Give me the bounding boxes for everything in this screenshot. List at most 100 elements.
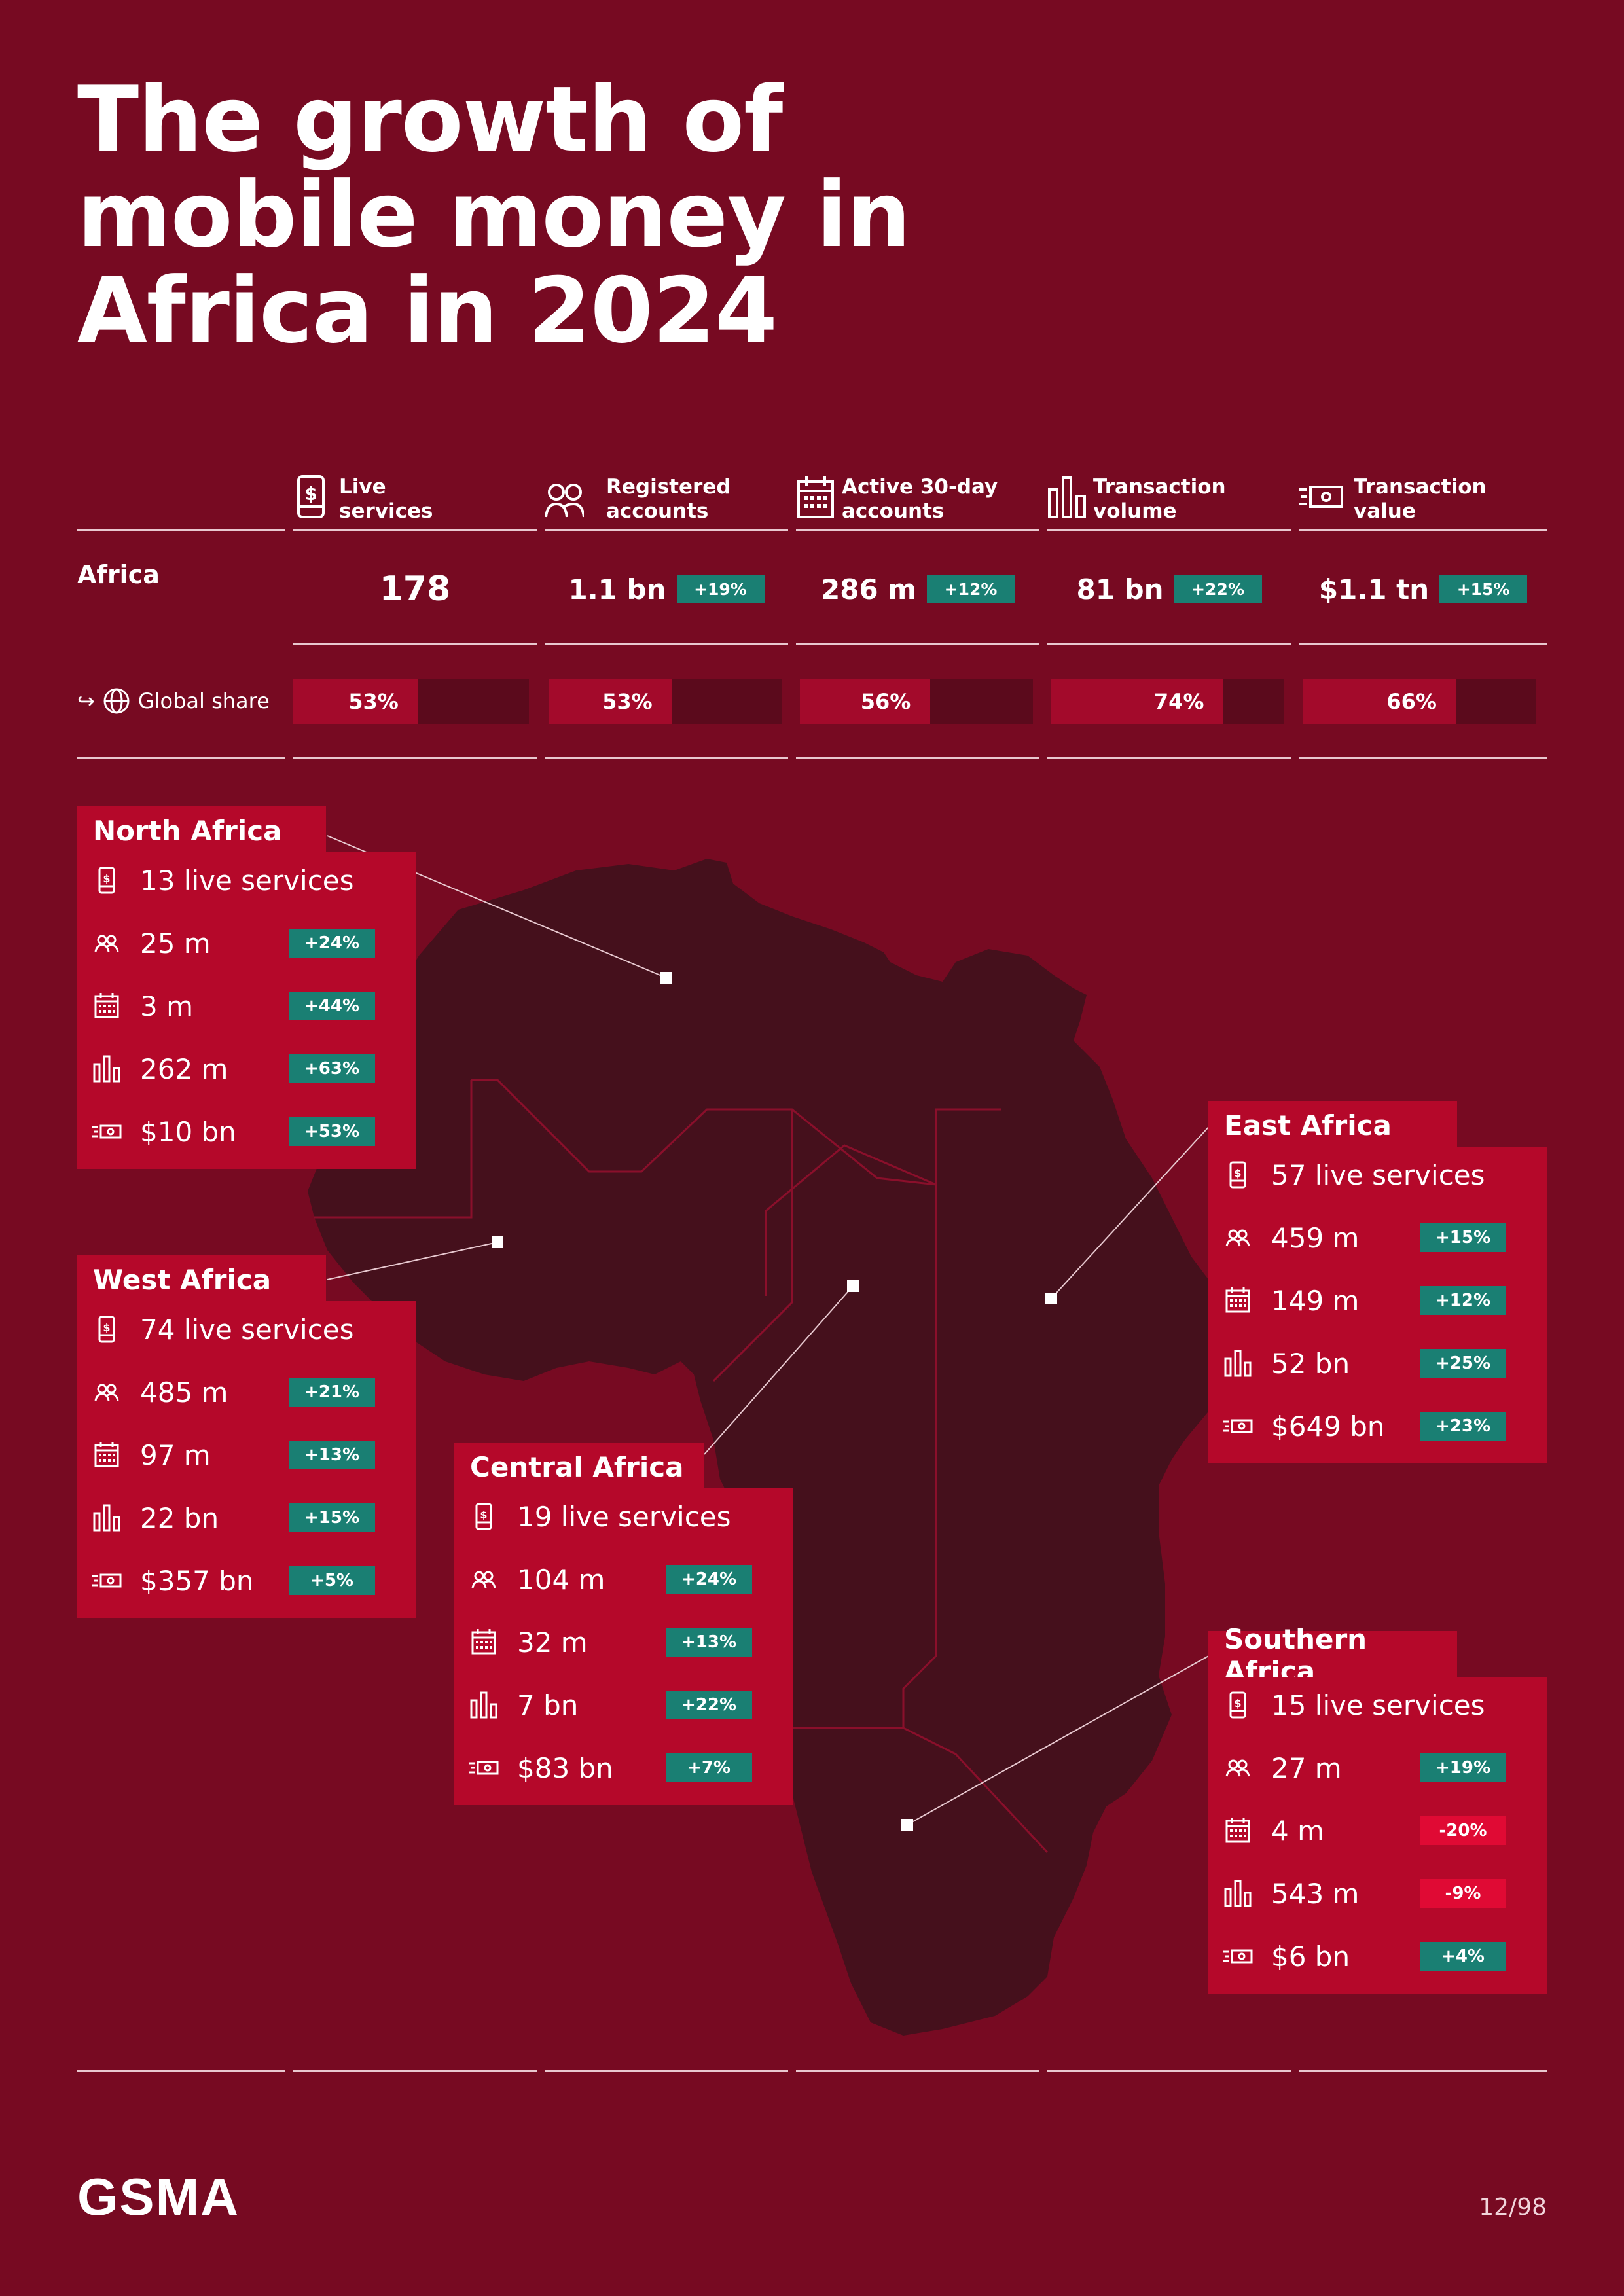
metric-value: $1.1 tn <box>1318 573 1430 605</box>
africa-transaction-volume: 81 bn +22% <box>1047 568 1291 610</box>
transaction-value-row: $10 bn +53% <box>77 1109 416 1155</box>
change-badge: -9% <box>1420 1879 1506 1908</box>
change-badge: +22% <box>1174 575 1262 603</box>
registered-accounts-value: 104 m <box>517 1563 605 1596</box>
divider <box>545 2070 788 2072</box>
region-point-southern <box>901 1819 913 1831</box>
change-badge: +5% <box>289 1566 375 1595</box>
change-badge: +12% <box>1420 1286 1506 1315</box>
svg-text:$: $ <box>1234 1167 1241 1179</box>
transaction-volume-row: 22 bn +15% <box>77 1495 416 1541</box>
transaction-value-row: $357 bn +5% <box>77 1558 416 1604</box>
gsma-logo: GSMA <box>77 2174 240 2221</box>
divider <box>796 2070 1039 2072</box>
svg-text:GSMA: GSMA <box>77 2174 240 2221</box>
live-services-row: $ 74 live services <box>77 1306 416 1352</box>
live-services-value: 57 live services <box>1271 1158 1485 1191</box>
divider <box>545 529 788 531</box>
divider <box>545 757 788 759</box>
cash-icon <box>92 1124 122 1139</box>
change-badge: +63% <box>289 1054 375 1083</box>
calendar-icon <box>94 1442 119 1467</box>
users-icon <box>545 484 584 518</box>
cash-icon <box>469 1761 499 1775</box>
column-header-transaction-volume: Transaction volume <box>1047 473 1291 533</box>
change-badge: +7% <box>666 1753 752 1782</box>
region-card-north-africa: North Africa $ 13 live services 25 m +24… <box>77 806 416 1169</box>
region-card-central-africa: Central Africa $ 19 live services 104 m … <box>454 1443 793 1805</box>
global-share-bar: 53% <box>293 679 529 724</box>
divider <box>293 643 537 645</box>
column-header-transaction-value: Transaction value <box>1299 473 1547 533</box>
africa-registered-accounts: 1.1 bn +19% <box>545 568 788 610</box>
change-badge: +23% <box>1420 1412 1506 1441</box>
column-label: Active 30-day <box>842 475 998 499</box>
active-accounts-value: 32 m <box>517 1626 588 1659</box>
live-services-value: 15 live services <box>1271 1689 1485 1721</box>
region-card-southern-africa: Southern Africa $ 15 live services 27 m … <box>1208 1623 1547 1994</box>
title-line-3: Africa in 2024 <box>77 258 778 363</box>
africa-row-label: Africa <box>77 560 160 589</box>
active-accounts-row: 32 m +13% <box>454 1619 793 1665</box>
calendar-icon <box>797 476 834 518</box>
change-badge: +21% <box>289 1378 375 1407</box>
page-number: 12/98 <box>1479 2194 1547 2221</box>
change-badge: +15% <box>1420 1223 1506 1252</box>
column-header-live-services: $ Live services <box>293 473 537 533</box>
region-title: Southern Africa <box>1208 1623 1457 1687</box>
column-label: volume <box>1093 499 1177 523</box>
share-fill: 56% <box>800 679 931 724</box>
share-fill: 66% <box>1303 679 1456 724</box>
page-title: The growth of mobile money in Africa in … <box>77 72 928 359</box>
divider <box>293 529 537 531</box>
svg-text:$: $ <box>1234 1697 1241 1710</box>
change-badge: +19% <box>1420 1753 1506 1782</box>
transaction-value-value: $649 bn <box>1271 1410 1385 1443</box>
transaction-value-row: $6 bn +4% <box>1208 1933 1547 1979</box>
share-fill: 53% <box>293 679 418 724</box>
bar-chart-icon <box>1224 1350 1252 1377</box>
transaction-volume-row: 7 bn +22% <box>454 1682 793 1728</box>
global-share-bar: 53% <box>549 679 782 724</box>
divider <box>293 2070 537 2072</box>
region-point-central <box>847 1280 859 1292</box>
registered-accounts-value: 27 m <box>1271 1751 1342 1784</box>
column-header-registered-accounts: Registered accounts <box>545 473 788 533</box>
africa-active-accounts: 286 m +12% <box>796 568 1039 610</box>
users-icon <box>94 935 119 952</box>
registered-accounts-row: 104 m +24% <box>454 1556 793 1602</box>
global-share-bar: 74% <box>1051 679 1284 724</box>
registered-accounts-value: 485 m <box>140 1376 228 1408</box>
registered-accounts-row: 459 m +15% <box>1208 1215 1547 1261</box>
change-badge: +24% <box>666 1565 752 1594</box>
phone-dollar-icon: $ <box>1229 1691 1246 1719</box>
svg-text:$: $ <box>103 872 110 885</box>
divider <box>77 2070 285 2072</box>
transaction-volume-row: 543 m -9% <box>1208 1871 1547 1916</box>
column-label: accounts <box>842 499 945 523</box>
column-label: accounts <box>606 499 709 523</box>
globe-icon <box>103 688 130 714</box>
global-share-text: Global share <box>137 689 270 713</box>
users-icon <box>94 1384 119 1401</box>
calendar-icon <box>1225 1287 1250 1313</box>
region-title: East Africa <box>1208 1101 1457 1149</box>
bar-chart-icon <box>93 1055 120 1083</box>
region-title: North Africa <box>77 806 326 855</box>
registered-accounts-row: 485 m +21% <box>77 1369 416 1415</box>
live-services-value: 13 live services <box>140 864 354 897</box>
change-badge: +53% <box>289 1117 375 1146</box>
active-accounts-row: 149 m +12% <box>1208 1278 1547 1323</box>
global-share-bar: 66% <box>1303 679 1536 724</box>
change-badge: +25% <box>1420 1349 1506 1378</box>
region-card-east-africa: East Africa $ 57 live services 459 m +15… <box>1208 1101 1547 1463</box>
transaction-volume-row: 52 bn +25% <box>1208 1340 1547 1386</box>
bar-chart-icon <box>93 1504 120 1532</box>
cash-icon <box>1299 486 1343 508</box>
change-badge: +24% <box>289 929 375 958</box>
divider <box>796 643 1039 645</box>
share-fill: 53% <box>549 679 672 724</box>
arrow-icon: ↪ <box>77 689 95 713</box>
divider <box>1299 757 1547 759</box>
